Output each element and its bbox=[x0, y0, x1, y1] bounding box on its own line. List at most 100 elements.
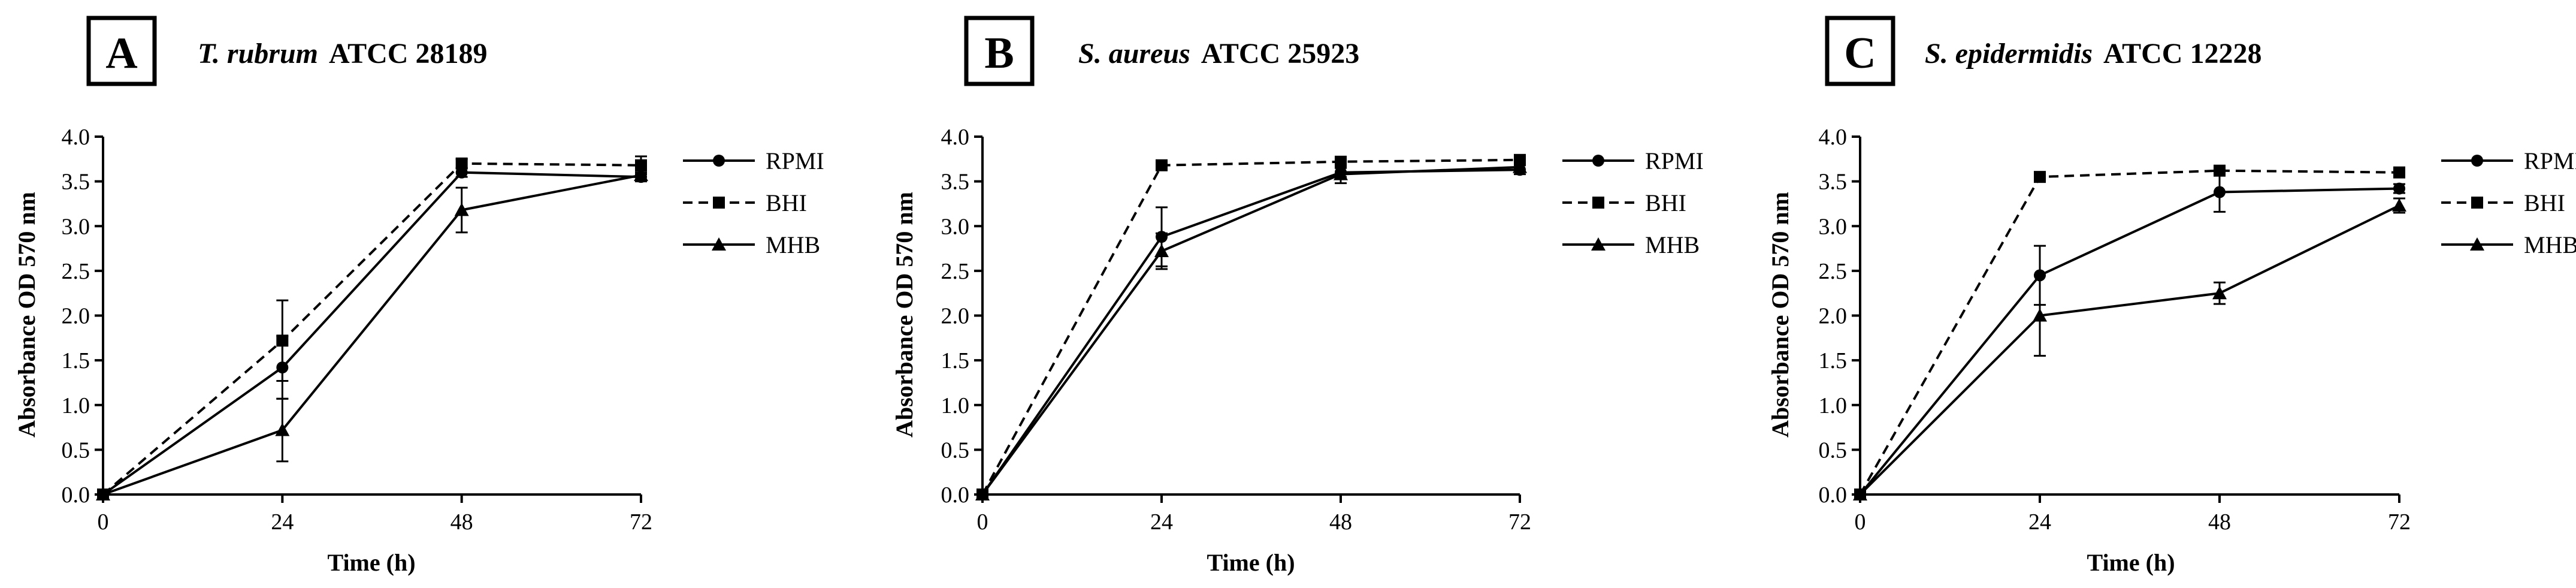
panel-a: A T. rubrum ATCC 28189 0.0 0.5 1.0 1.5 2.0 2.… bbox=[13, 16, 824, 576]
plot-area: 0.0 0.5 1.0 1.5 2.0 2.5 3.0 3.5 4.0 0 24 48 72 bbox=[62, 125, 653, 535]
x-tick-label: 0 bbox=[1855, 509, 1866, 535]
chart-title: S. aureus ATCC 25923 bbox=[1078, 38, 1359, 70]
panel-b: B S. aureus ATCC 25923 0.0 0.5 1.0 1.5 2.0 2.… bbox=[891, 16, 1704, 576]
y-axis-title: Absorbance OD 570 nm bbox=[891, 192, 918, 438]
chart-title-species: T. rubrum bbox=[198, 38, 318, 70]
x-tick-label: 24 bbox=[271, 509, 294, 535]
legend-label: RPMI bbox=[1645, 147, 1704, 174]
series-rpmi bbox=[1854, 171, 2405, 500]
y-tick-label: 2.5 bbox=[1819, 259, 1848, 284]
y-tick-label: 3.5 bbox=[62, 170, 90, 195]
legend-marker bbox=[2471, 155, 2483, 167]
y-tick-label: 0.5 bbox=[1819, 438, 1848, 463]
panel-letter-box bbox=[1825, 16, 1895, 86]
legend-label: BHI bbox=[1645, 189, 1686, 216]
legend-marker bbox=[2470, 237, 2484, 251]
data-point bbox=[1513, 159, 1527, 173]
data-point bbox=[1154, 244, 1169, 258]
legend-item-mhb: MHB bbox=[683, 231, 820, 258]
x-tick-label: 24 bbox=[2028, 509, 2051, 535]
panel-letter: B bbox=[984, 29, 1014, 78]
y-tick-label: 3.0 bbox=[941, 214, 970, 239]
y-axis-title: Absorbance OD 570 nm bbox=[13, 192, 40, 438]
data-point bbox=[96, 487, 110, 500]
x-tick-label: 48 bbox=[1329, 509, 1352, 535]
series-mhb bbox=[975, 159, 1527, 500]
y-tick-label: 2.0 bbox=[62, 304, 90, 329]
x-tick-label: 72 bbox=[1508, 509, 1531, 535]
legend-label: MHB bbox=[2524, 231, 2576, 258]
panel-letter-box bbox=[964, 16, 1035, 86]
y-tick-label: 4.0 bbox=[941, 125, 970, 150]
y-tick-label: 2.0 bbox=[1819, 304, 1848, 329]
y-tick-label: 0.0 bbox=[62, 483, 90, 508]
series-line bbox=[1859, 187, 2400, 496]
series-line bbox=[102, 174, 642, 496]
data-point bbox=[2393, 182, 2405, 195]
data-point bbox=[1156, 159, 1168, 171]
legend-item-rpmi: RPMI bbox=[683, 147, 824, 174]
x-tick-label: 48 bbox=[451, 509, 473, 535]
series-bhi bbox=[97, 155, 647, 500]
x-axis-title: Time (h) bbox=[327, 549, 415, 576]
data-point bbox=[1334, 167, 1348, 180]
chart-title-strain: ATCC 28189 bbox=[329, 38, 487, 70]
legend-label: MHB bbox=[1645, 231, 1700, 258]
x-axis-title: Time (h) bbox=[2087, 549, 2175, 576]
chart-title-strain: ATCC 12228 bbox=[2103, 38, 2261, 70]
series-line bbox=[981, 168, 1520, 496]
y-tick-label: 0.5 bbox=[941, 438, 970, 463]
data-point bbox=[975, 487, 990, 500]
y-tick-label: 3.0 bbox=[62, 214, 90, 239]
legend-item-mhb: MHB bbox=[1562, 231, 1700, 258]
series-line bbox=[1859, 204, 2400, 496]
legend-marker bbox=[712, 237, 726, 251]
series-rpmi bbox=[976, 164, 1526, 500]
series-line bbox=[981, 158, 1520, 495]
y-tick-label: 1.0 bbox=[941, 393, 970, 418]
legend-marker bbox=[2471, 197, 2483, 209]
legend-label: BHI bbox=[2524, 189, 2565, 216]
legend-label: MHB bbox=[766, 231, 820, 258]
legend-item-bhi: BHI bbox=[683, 189, 807, 216]
series-line bbox=[1859, 169, 2400, 495]
x-tick-label: 48 bbox=[2208, 509, 2231, 535]
legend-item-bhi: BHI bbox=[1562, 189, 1686, 216]
panel-letter: C bbox=[1844, 29, 1876, 78]
data-point bbox=[276, 334, 289, 347]
plot-area: 0.0 0.5 1.0 1.5 2.0 2.5 3.0 3.5 4.0 0 24 48 72 bbox=[1819, 125, 2411, 535]
legend-label: RPMI bbox=[2524, 147, 2576, 174]
y-tick-label: 1.5 bbox=[941, 348, 970, 373]
x-axis-title: Time (h) bbox=[1207, 549, 1295, 576]
y-axis-title: Absorbance OD 570 nm bbox=[1767, 192, 1794, 438]
data-point bbox=[275, 423, 290, 436]
data-point bbox=[2033, 308, 2047, 322]
y-tick-label: 2.0 bbox=[941, 304, 970, 329]
plot-area: 0.0 0.5 1.0 1.5 2.0 2.5 3.0 3.5 4.0 0 24 48 72 bbox=[941, 125, 1532, 535]
series-line bbox=[102, 171, 642, 496]
data-point bbox=[2393, 166, 2405, 179]
y-tick-label: 3.5 bbox=[941, 170, 970, 195]
legend-item-rpmi: RPMI bbox=[2441, 147, 2576, 174]
data-point bbox=[2392, 198, 2406, 212]
legend: RPMI BHI MHB bbox=[2441, 147, 2576, 258]
data-point bbox=[2214, 186, 2226, 198]
legend-item-rpmi: RPMI bbox=[1562, 147, 1704, 174]
legend-item-mhb: MHB bbox=[2441, 231, 2576, 258]
series-rpmi bbox=[97, 166, 647, 500]
legend-item-bhi: BHI bbox=[2441, 189, 2565, 216]
data-point bbox=[2034, 171, 2046, 183]
chart-title-species: S. aureus bbox=[1078, 38, 1190, 70]
series-line bbox=[102, 162, 642, 496]
legend-marker bbox=[713, 197, 725, 209]
series-line bbox=[981, 165, 1520, 496]
y-tick-label: 2.5 bbox=[941, 259, 970, 284]
y-tick-label: 2.5 bbox=[62, 259, 90, 284]
chart-title: T. rubrum ATCC 28189 bbox=[198, 38, 487, 70]
y-tick-label: 4.0 bbox=[1819, 125, 1848, 150]
y-tick-label: 3.0 bbox=[1819, 214, 1848, 239]
x-tick-label: 24 bbox=[1150, 509, 1173, 535]
y-tick-label: 4.0 bbox=[62, 125, 90, 150]
x-tick-label: 0 bbox=[98, 509, 109, 535]
y-tick-label: 0.0 bbox=[1819, 483, 1848, 508]
